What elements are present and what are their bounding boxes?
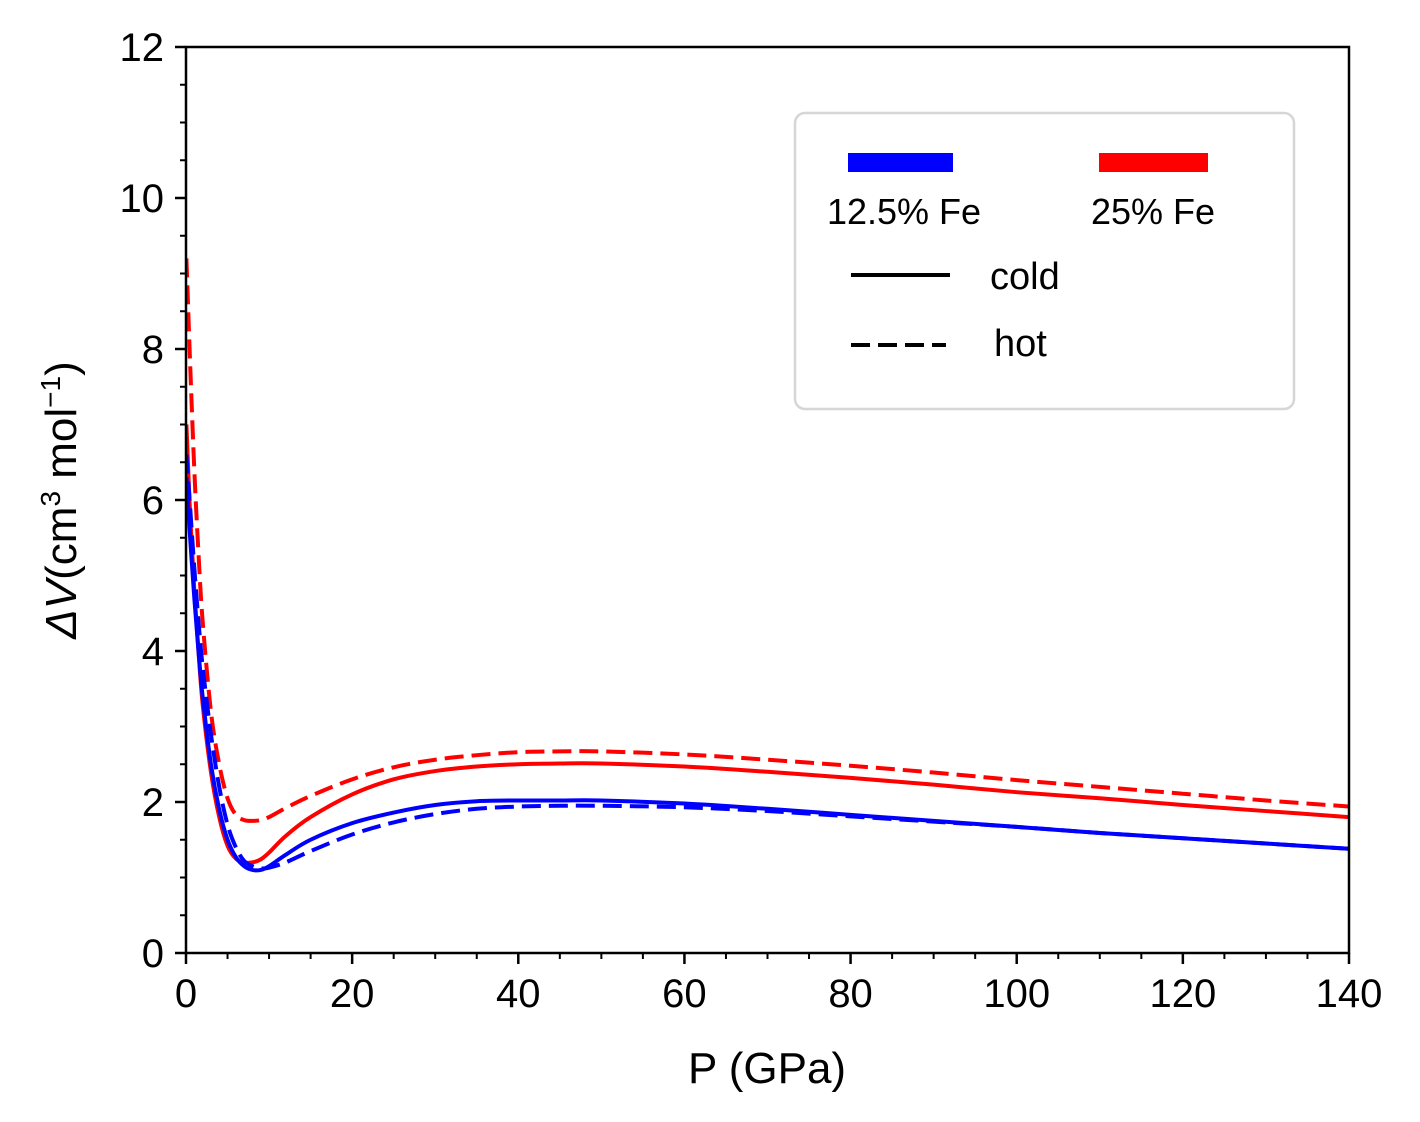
y-axis-label-sup-1: 3 bbox=[35, 491, 66, 507]
tick-label-layer: 0 20 40 60 80 100 120 140 0 2 4 6 8 10 12 bbox=[120, 26, 1383, 1016]
tick-layer bbox=[175, 45, 1351, 964]
y-axis-label-unit-mid: mol bbox=[37, 408, 86, 491]
x-tick-label: 20 bbox=[330, 972, 375, 1016]
y-axis-label-symbol: ΔV bbox=[37, 576, 86, 640]
x-tick-label: 100 bbox=[983, 972, 1050, 1016]
y-axis-label-unit-open: (cm bbox=[37, 507, 86, 580]
x-axis-label: P (GPa) bbox=[688, 1044, 846, 1093]
legend: 12.5% Fe 25% Fe cold hot bbox=[793, 111, 1296, 411]
x-tick-label: 120 bbox=[1149, 972, 1216, 1016]
legend-swatch-12-5-fe bbox=[848, 153, 953, 172]
legend-box bbox=[793, 111, 1296, 411]
legend-label-hot: hot bbox=[994, 323, 1047, 365]
y-tick-label: 0 bbox=[142, 932, 164, 976]
series-line-25-fe-hot bbox=[186, 258, 1349, 823]
y-tick-label: 12 bbox=[120, 26, 165, 70]
x-tick-label: 140 bbox=[1316, 972, 1383, 1016]
series-line-12-5-fe-cold bbox=[186, 477, 1349, 873]
x-tick-label: 0 bbox=[175, 972, 197, 1016]
legend-label-12-5-fe: 12.5% Fe bbox=[827, 191, 981, 232]
series-layer bbox=[186, 258, 1349, 873]
y-tick-label: 8 bbox=[142, 328, 164, 372]
plot-area: 0 20 40 60 80 100 120 140 0 2 4 6 8 10 12 bbox=[120, 26, 1383, 1016]
y-axis-label: ΔV(cm3 mol−1) bbox=[35, 361, 86, 639]
legend-label-25-fe: 25% Fe bbox=[1091, 191, 1215, 232]
y-axis-label-unit-close: ) bbox=[37, 361, 86, 376]
series-line-25-fe-cold bbox=[186, 424, 1349, 865]
legend-swatch-25-fe bbox=[1099, 153, 1208, 172]
x-tick-label: 40 bbox=[496, 972, 541, 1016]
x-tick-label: 80 bbox=[828, 972, 873, 1016]
y-tick-label: 2 bbox=[142, 781, 164, 825]
legend-label-cold: cold bbox=[990, 256, 1060, 298]
y-tick-label: 10 bbox=[120, 177, 165, 221]
y-tick-label: 6 bbox=[142, 479, 164, 523]
y-axis-label-sup-2: −1 bbox=[35, 376, 66, 408]
x-tick-label: 60 bbox=[662, 972, 707, 1016]
y-tick-label: 4 bbox=[142, 630, 164, 674]
series-line-12-5-fe-hot bbox=[186, 454, 1349, 871]
